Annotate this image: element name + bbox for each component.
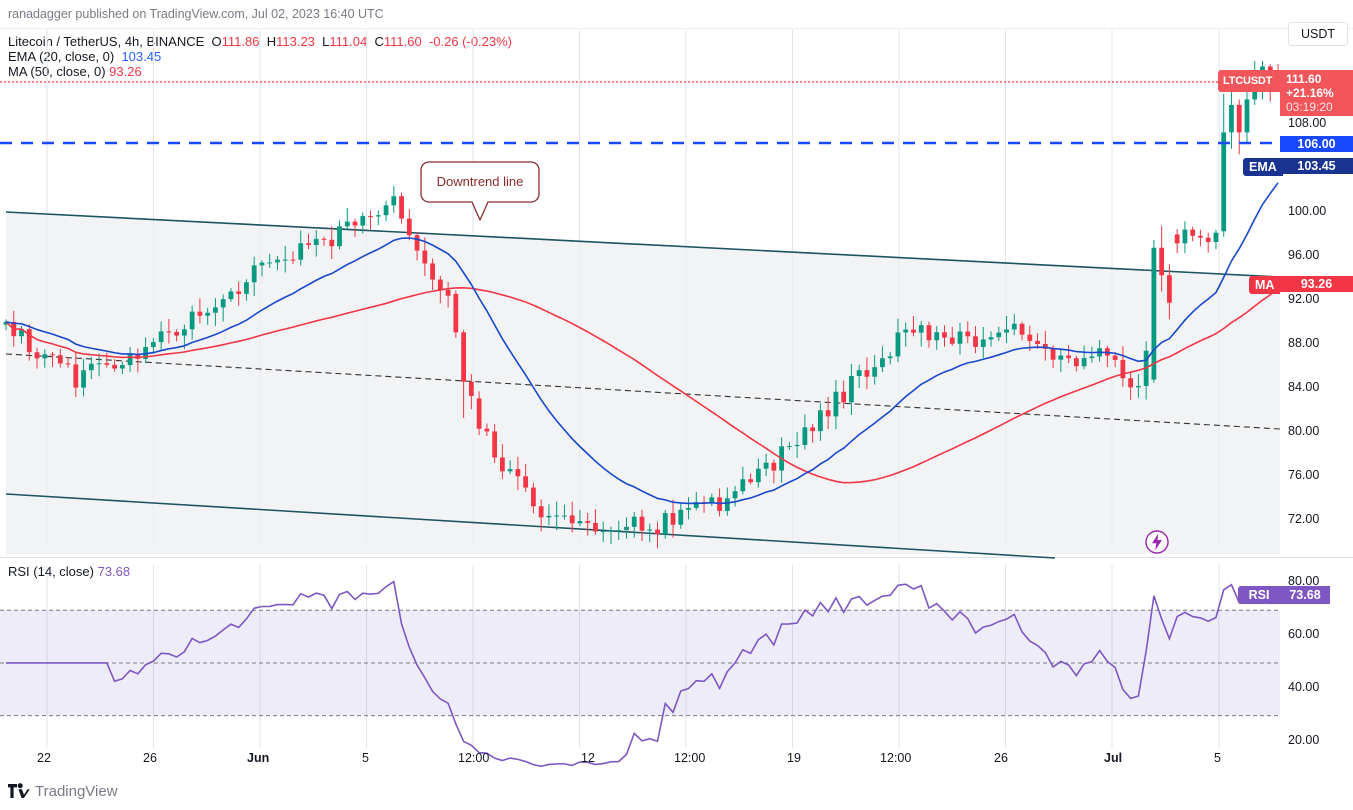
svg-text:Downtrend line: Downtrend line <box>437 174 524 189</box>
